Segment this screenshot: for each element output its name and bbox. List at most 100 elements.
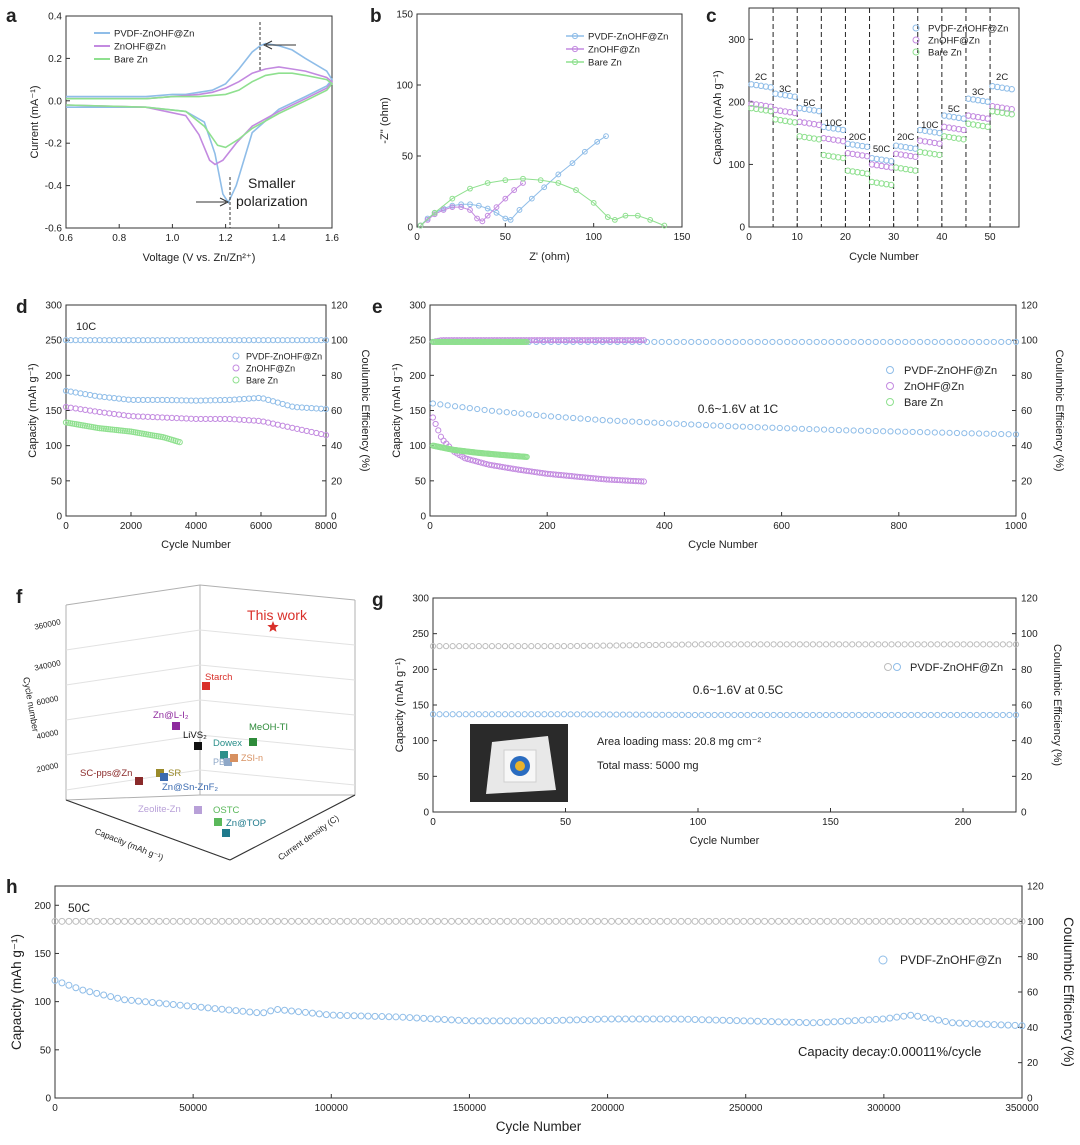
data-point — [893, 1013, 901, 1021]
y-axis-label: Capacity (mAh g⁻¹) — [27, 363, 39, 457]
x-tick-label: 100 — [585, 232, 602, 243]
data-point — [202, 682, 210, 690]
x-tick-label: 0 — [52, 1103, 58, 1114]
y-tick-label: 100 — [45, 441, 62, 452]
data-point — [632, 711, 640, 718]
data-point — [880, 428, 887, 435]
efficiency-point — [593, 642, 600, 649]
data-point — [528, 195, 535, 202]
data-point — [750, 711, 758, 719]
legend-label: PVDF-ZnOHF@Zn — [928, 24, 1008, 35]
data-point — [204, 1004, 212, 1012]
y2-axis-label: Coulumbic Efficiency (%) — [1061, 917, 1076, 1067]
data-point — [517, 1017, 525, 1025]
efficiency-point — [420, 917, 428, 925]
efficiency-point — [183, 917, 191, 925]
data-point — [900, 1012, 908, 1020]
data-point — [936, 151, 943, 159]
data-point — [427, 1015, 435, 1023]
legend-label: Bare Zn — [928, 48, 962, 59]
efficiency-point — [666, 338, 673, 346]
data-point — [739, 423, 747, 430]
floor — [65, 794, 356, 861]
data-point — [777, 116, 784, 124]
data-point — [767, 107, 774, 115]
efficiency-point — [495, 643, 502, 650]
y2-tick-label: 0 — [331, 512, 337, 523]
data-point — [926, 128, 934, 135]
efficiency-point — [448, 917, 456, 925]
y2-tick-label: 40 — [1021, 441, 1033, 452]
legend-marker — [912, 36, 920, 44]
data-point — [941, 123, 948, 131]
point-label: Zn@Sn-ZnF₂ — [162, 782, 218, 793]
data-point — [788, 1018, 796, 1026]
photo-logo-center — [515, 761, 525, 771]
efficiency-point — [823, 917, 831, 925]
efficiency-point — [973, 641, 980, 648]
data-point — [635, 1015, 643, 1023]
data-point — [82, 391, 89, 398]
y2-tick-label: 80 — [1027, 952, 1039, 963]
data-point — [950, 125, 958, 132]
data-point — [767, 103, 774, 110]
data-point — [72, 389, 79, 396]
data-point — [429, 400, 437, 407]
data-point — [762, 107, 770, 114]
efficiency-point — [769, 338, 776, 346]
efficiency-point — [710, 338, 717, 346]
y2-tick-label: 60 — [1027, 988, 1039, 999]
data-point — [844, 167, 852, 174]
data-point — [511, 409, 518, 417]
point-label: LiVS₂ — [183, 730, 207, 741]
x-tick-label: 50 — [560, 817, 572, 828]
data-point — [849, 168, 856, 175]
data-point — [593, 711, 600, 718]
y-tick-label: 250 — [409, 336, 426, 347]
efficiency-point — [93, 917, 101, 925]
data-point — [969, 96, 977, 103]
efficiency-point — [733, 917, 741, 925]
x-tick-label: 150 — [674, 232, 691, 243]
efficiency-point — [128, 917, 136, 925]
data-point — [839, 154, 847, 162]
data-point — [737, 711, 744, 719]
efficiency-point — [510, 917, 518, 925]
data-point — [902, 165, 909, 173]
data-point — [520, 180, 526, 186]
rate-label: 5C — [803, 98, 815, 109]
rate-label: 3C — [972, 87, 984, 98]
efficiency-point — [993, 641, 1000, 648]
data-point — [72, 984, 80, 992]
data-point — [892, 142, 900, 149]
x-tick-label: 2000 — [120, 521, 143, 532]
rate-label: 2C — [996, 72, 1008, 83]
y-tick-label: 150 — [412, 701, 429, 712]
efficiency-point — [253, 917, 261, 925]
data-point — [863, 143, 871, 150]
data-point — [815, 121, 823, 129]
y-tick-label: -0.2 — [45, 139, 63, 150]
data-point — [547, 413, 555, 420]
rate-label: 2C — [755, 72, 767, 83]
data-point — [619, 711, 627, 718]
y-tick-label: 100 — [412, 736, 429, 747]
data-point — [634, 212, 641, 219]
efficiency-point — [858, 917, 866, 925]
efficiency-point — [731, 641, 738, 648]
efficiency-point — [456, 643, 463, 650]
efficiency-point — [531, 917, 539, 925]
data-point — [834, 154, 842, 161]
info-loading-mass: Area loading mass: 20.8 mg cm⁻² — [597, 736, 761, 748]
panel-b: 150 100 50 00 50 100 150 Z' (ohm) -Z'' (ohm) PVDF… — [379, 10, 691, 264]
efficiency-point — [880, 338, 887, 346]
data-point — [220, 751, 228, 759]
efficiency-point — [413, 917, 421, 925]
data-point — [984, 98, 991, 105]
efficiency-point — [399, 917, 407, 925]
x-axis-label: Cycle Number — [496, 1119, 582, 1134]
efficiency-point — [711, 641, 718, 648]
efficiency-point — [788, 917, 796, 925]
data-point — [939, 429, 946, 436]
